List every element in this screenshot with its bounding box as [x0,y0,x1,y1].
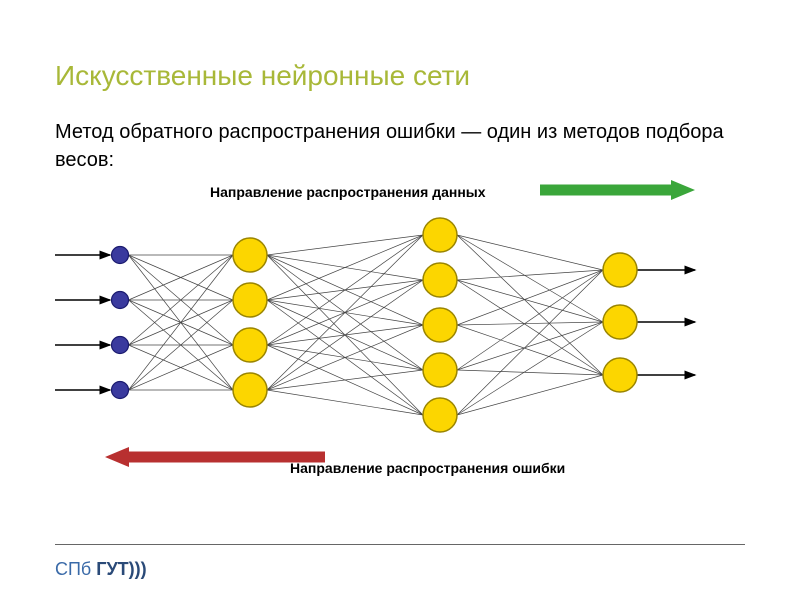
backward-flow-label: Направление распространения ошибки [290,460,565,476]
logo-part2: ГУТ))) [96,559,146,579]
footer-divider [55,544,745,545]
slide-title: Искусственные нейронные сети [55,60,470,92]
footer-logo: СПб ГУТ))) [55,559,147,580]
slide-subtitle: Метод обратного распространения ошибки —… [55,118,755,174]
neural-network-diagram [55,175,755,495]
logo-part1: СПб [55,559,96,579]
